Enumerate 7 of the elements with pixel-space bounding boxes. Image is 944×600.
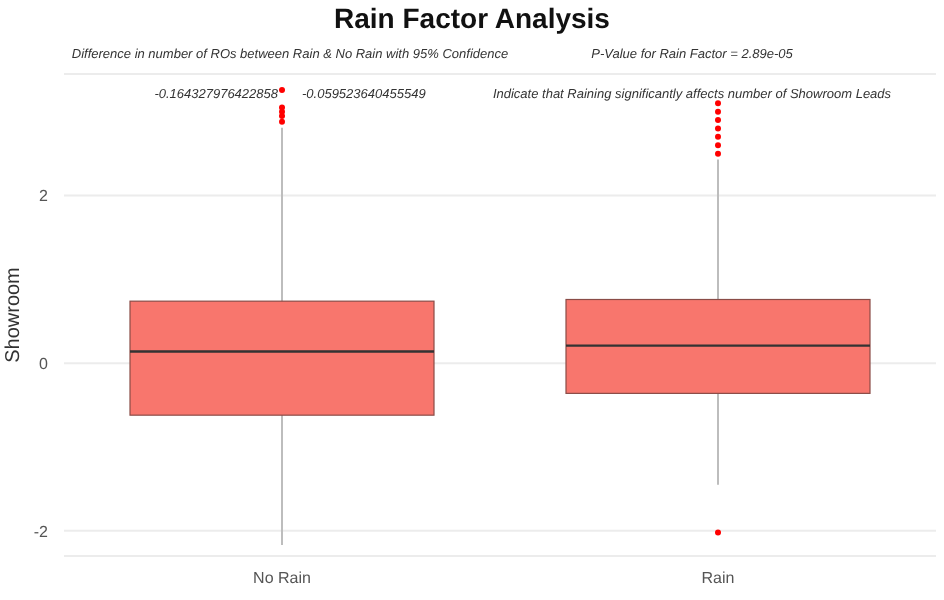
x-tick-label: No Rain (253, 569, 311, 588)
y-tick-label: 2 (39, 187, 50, 206)
x-tick-label: Rain (701, 569, 735, 588)
y-tick-label: 0 (39, 354, 50, 373)
chart-title: Rain Factor Analysis (332, 2, 612, 34)
y-tick-label: -2 (33, 522, 50, 541)
y-axis-title: Showroom (3, 267, 26, 363)
